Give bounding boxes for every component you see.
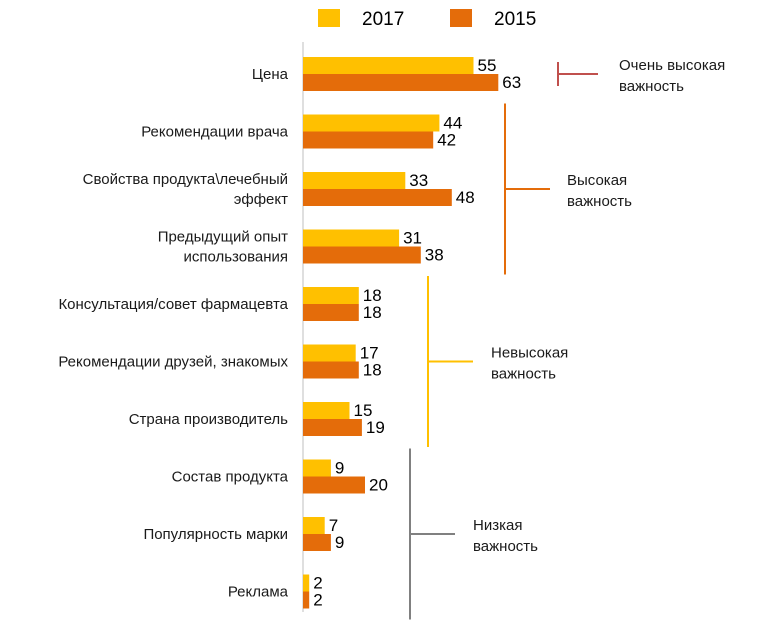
value-label-2017: 31	[403, 229, 422, 248]
bar-2015	[303, 591, 310, 609]
bar-2015	[303, 131, 434, 149]
value-label-2015: 18	[363, 361, 382, 380]
category-label: Рекомендации друзей, знакомых	[58, 354, 288, 371]
category-label: Цена	[252, 66, 289, 83]
category-label: Состав продукта	[172, 469, 289, 486]
value-label-2017: 33	[409, 171, 428, 190]
value-label-2015: 48	[456, 188, 475, 207]
value-label-2015: 20	[369, 476, 388, 495]
legend-label-2017: 2017	[362, 9, 404, 30]
bar-2017	[303, 517, 325, 534]
legend-swatch-2017	[318, 9, 340, 27]
importance-groups: Очень высокая важность Высокая важность Невы…	[409, 57, 725, 620]
bar-2015	[303, 246, 421, 264]
value-label-2015: 42	[437, 131, 456, 150]
value-label-2015: 63	[502, 73, 521, 92]
value-label-2015: 2	[313, 591, 322, 610]
category-labels: Цена Рекомендации врача Свойства продукта\…	[58, 66, 288, 601]
value-label-2017: 15	[354, 401, 373, 420]
bar-2017	[303, 172, 406, 189]
value-label-2015: 38	[425, 246, 444, 265]
bar-2015	[303, 419, 362, 436]
value-label-2015: 19	[366, 418, 385, 437]
bar-2017	[303, 287, 359, 304]
bar-2015	[303, 476, 365, 494]
category-label: Консультация/совет фармацевта	[58, 296, 288, 313]
legend-label-2015: 2015	[494, 9, 536, 30]
bar-2015	[303, 361, 359, 379]
category-label: Предыдущий опыт использования	[158, 229, 288, 266]
category-label: Рекомендации врача	[141, 124, 288, 141]
bar-2017	[303, 402, 350, 419]
value-label-2017: 44	[443, 114, 462, 133]
value-label-2017: 7	[329, 516, 338, 535]
value-label-2017: 9	[335, 459, 344, 478]
group-label: Очень высокая важность	[619, 57, 725, 95]
value-label-2017: 55	[478, 56, 497, 75]
group-label: Невысокая важность	[491, 345, 568, 383]
legend: 2017 2015	[318, 9, 536, 30]
bar-2015	[303, 189, 452, 206]
bar-2017	[303, 114, 440, 132]
value-label-2017: 17	[360, 344, 379, 363]
category-label: Страна производитель	[129, 411, 288, 428]
group-label: Низкая важность	[473, 517, 538, 555]
bar-2017	[303, 229, 400, 247]
category-label: Популярность марки	[143, 526, 288, 543]
category-label: Свойства продукта\лечебный эффект	[83, 171, 288, 208]
bars	[303, 57, 499, 609]
value-label-2015: 18	[363, 303, 382, 322]
bar-2017	[303, 344, 356, 362]
bar-2017	[303, 57, 474, 74]
legend-swatch-2015	[450, 9, 472, 27]
bar-2015	[303, 534, 331, 551]
bar-2017	[303, 574, 310, 592]
value-label-2017: 2	[313, 574, 322, 593]
bar-2015	[303, 74, 499, 91]
bar-2017	[303, 459, 331, 477]
value-label-2015: 9	[335, 533, 344, 552]
bar-2015	[303, 304, 359, 321]
value-label-2017: 18	[363, 286, 382, 305]
group-label: Высокая важность	[567, 172, 632, 210]
category-label: Реклама	[228, 584, 289, 601]
